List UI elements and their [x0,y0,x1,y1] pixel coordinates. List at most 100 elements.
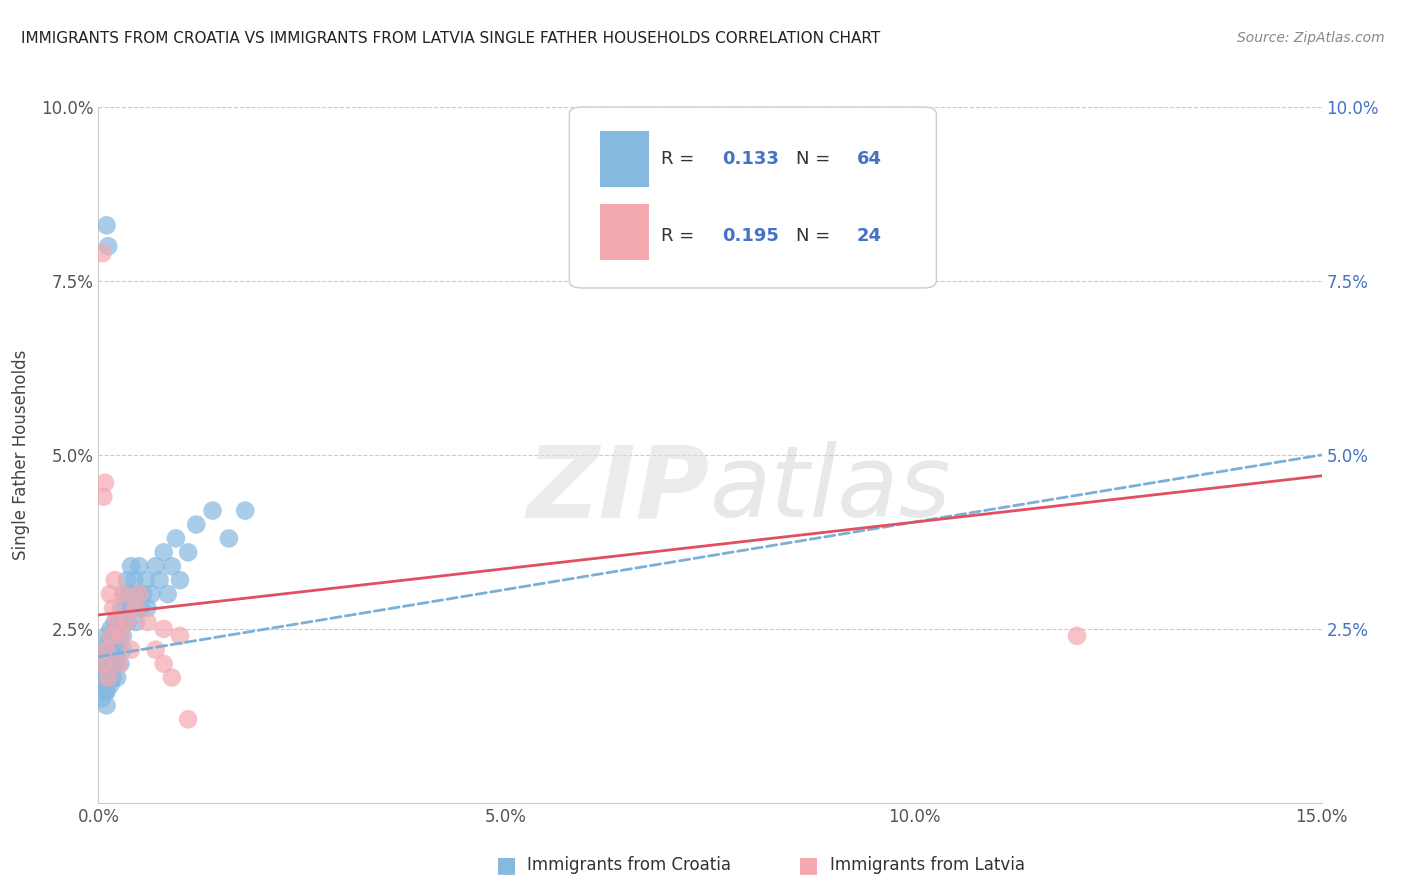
Point [90,657,112,671]
Text: ZIP: ZIP [527,442,710,538]
Text: Immigrants from Croatia: Immigrants from Croatia [527,856,731,874]
Point [152,545,174,559]
Point [94,475,117,490]
Point [103,629,125,643]
Point [177,545,200,559]
Point [96,698,118,713]
Point [156,587,179,601]
Point [114,601,136,615]
FancyBboxPatch shape [600,204,648,260]
Point [125,615,148,629]
Point [105,629,128,643]
Point [101,657,124,671]
Point [96,642,118,657]
Point [177,712,200,726]
Point [165,532,187,546]
Point [108,657,131,671]
Point [110,657,132,671]
Point [136,615,159,629]
Point [111,642,134,657]
Text: ■: ■ [496,855,516,875]
Point [91,490,114,504]
Point [124,573,146,587]
Point [135,573,157,587]
Point [145,642,167,657]
Point [124,601,146,615]
Point [152,657,174,671]
Point [117,615,139,629]
Point [128,559,150,574]
Point [91,657,114,671]
Point [118,587,141,601]
Point [101,671,124,685]
Point [218,532,240,546]
Point [97,671,120,685]
Point [107,642,129,657]
Point [91,642,114,657]
Point [104,573,127,587]
Point [105,615,128,629]
Point [132,587,155,601]
Point [104,615,127,629]
FancyBboxPatch shape [569,107,936,288]
Point [152,622,174,636]
Point [110,601,132,615]
Point [201,503,224,517]
Text: Immigrants from Latvia: Immigrants from Latvia [830,856,1025,874]
Point [98,587,121,601]
Point [96,657,118,671]
Point [186,517,208,532]
Text: N =: N = [796,227,835,244]
Point [104,657,127,671]
Point [96,671,118,685]
Point [169,629,191,643]
Point [96,219,118,233]
Point [136,601,159,615]
Point [115,573,138,587]
Text: atlas: atlas [710,442,952,538]
Point [93,664,115,678]
Point [104,642,127,657]
Point [100,629,122,643]
Point [114,587,136,601]
Point [160,671,183,685]
Text: ■: ■ [799,855,818,875]
Point [96,642,118,657]
Point [121,601,143,615]
Point [160,559,183,574]
Text: 64: 64 [856,150,882,169]
Point [105,671,128,685]
Point [100,677,122,691]
Point [120,642,142,657]
Point [96,684,118,698]
Point [100,642,122,657]
Point [1066,629,1088,643]
Point [141,587,163,601]
Point [100,622,122,636]
Text: Source: ZipAtlas.com: Source: ZipAtlas.com [1237,31,1385,45]
Point [108,615,131,629]
Point [111,629,134,643]
FancyBboxPatch shape [600,131,648,187]
Point [120,559,142,574]
Point [101,601,124,615]
Point [94,684,117,698]
Point [94,649,117,664]
Point [97,636,120,650]
Text: R =: R = [661,150,700,169]
Point [91,677,114,691]
Point [89,671,111,685]
Text: 0.133: 0.133 [723,150,779,169]
Point [108,629,131,643]
Point [169,573,191,587]
Point [98,649,121,664]
Point [110,629,132,643]
Point [233,503,256,517]
Point [145,559,167,574]
Text: IMMIGRANTS FROM CROATIA VS IMMIGRANTS FROM LATVIA SINGLE FATHER HOUSEHOLDS CORRE: IMMIGRANTS FROM CROATIA VS IMMIGRANTS FR… [21,31,880,46]
Point [111,587,134,601]
Point [96,629,118,643]
Text: 24: 24 [856,227,882,244]
Text: 0.195: 0.195 [723,227,779,244]
Point [111,615,134,629]
